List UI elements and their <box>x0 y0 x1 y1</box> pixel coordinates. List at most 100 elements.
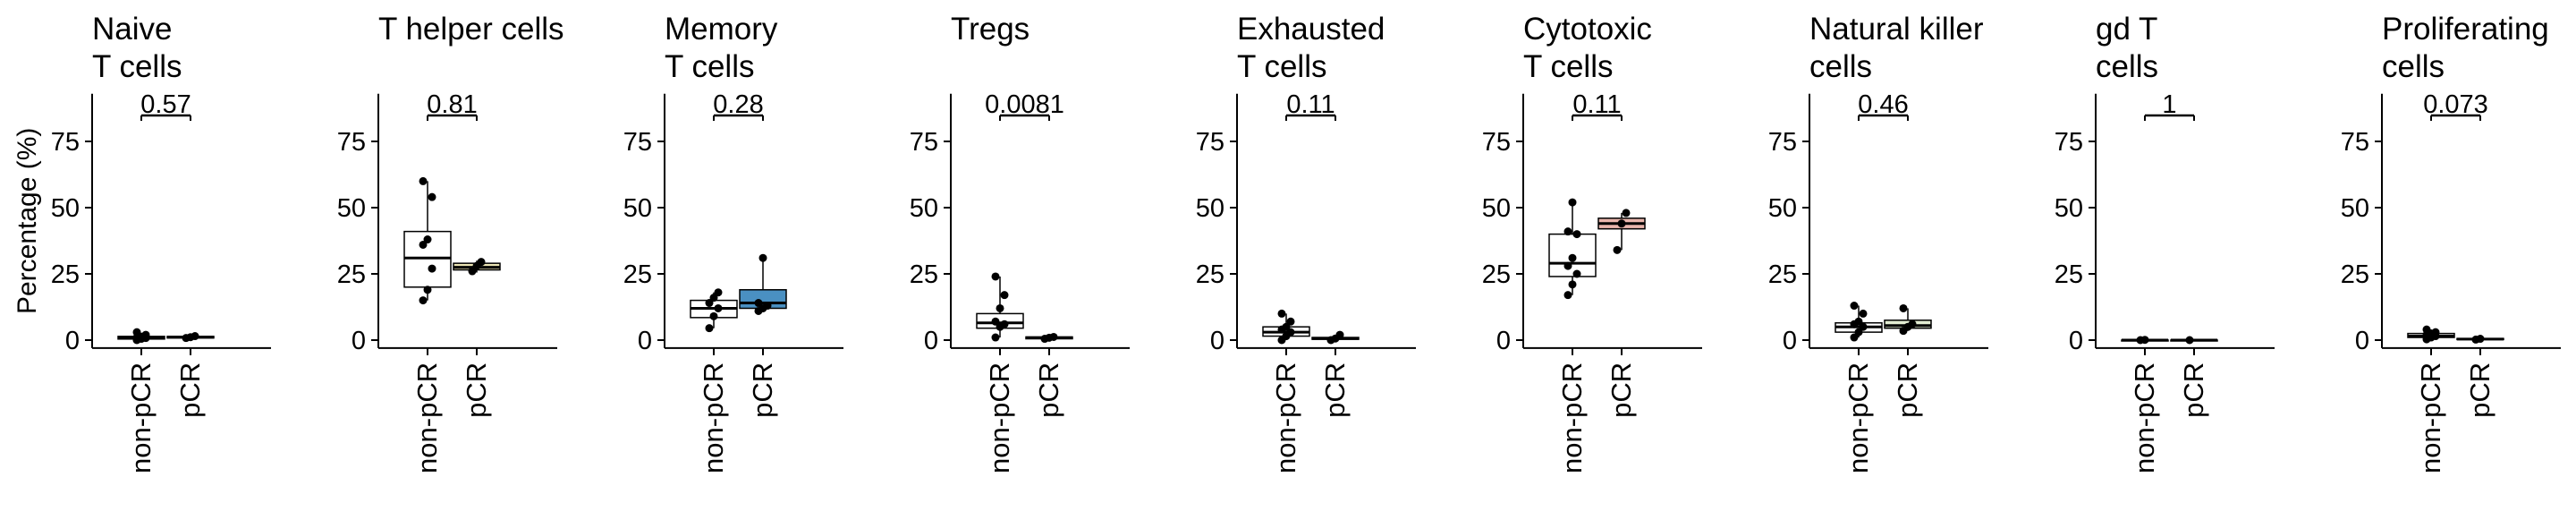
data-point <box>705 299 714 308</box>
y-tick-label: 50 <box>623 194 652 223</box>
pvalue-label: 0.073 <box>2423 90 2488 119</box>
y-tick-label: 75 <box>623 128 652 157</box>
y-tick-label: 75 <box>51 128 80 157</box>
data-point <box>1899 303 1908 312</box>
y-tick-label: 75 <box>910 128 938 157</box>
data-point <box>714 303 723 312</box>
y-tick-label: 75 <box>1768 128 1797 157</box>
data-point <box>2431 328 2440 337</box>
y-tick-label: 25 <box>1768 260 1797 289</box>
data-point <box>1572 230 1581 239</box>
panel-title: T cells <box>665 49 755 84</box>
pvalue-label: 1 <box>2162 90 2176 119</box>
y-tick-label: 25 <box>623 260 652 289</box>
y-tick-label: 50 <box>1196 194 1224 223</box>
panel-title: cells <box>2096 49 2158 84</box>
data-point <box>991 272 1000 281</box>
panel-title: Memory <box>665 12 778 47</box>
pvalue-label: 0.81 <box>427 90 477 119</box>
pvalue-label: 0.57 <box>140 90 191 119</box>
data-point <box>709 294 718 303</box>
data-point <box>1563 291 1572 300</box>
data-point <box>1854 317 1863 326</box>
pvalue-label: 0.46 <box>1858 90 1908 119</box>
y-tick-label: 75 <box>1196 128 1224 157</box>
data-point <box>428 192 436 201</box>
data-point <box>991 333 1000 342</box>
data-point <box>191 332 199 341</box>
y-tick-label: 0 <box>352 327 366 355</box>
panel-title: T cells <box>1523 49 1614 84</box>
y-tick-label: 50 <box>910 194 938 223</box>
data-point <box>141 330 150 339</box>
y-axis-label: Percentage (%) <box>13 128 42 314</box>
data-point <box>1049 332 1058 341</box>
data-point <box>1282 322 1291 331</box>
data-point <box>1850 333 1859 342</box>
panel-title: Cytotoxic <box>1523 12 1652 47</box>
y-tick-label: 50 <box>2341 194 2369 223</box>
x-tick-label: non-pCR <box>1843 362 1874 473</box>
data-point <box>991 317 1000 326</box>
panel-title: cells <box>2382 49 2445 84</box>
x-tick-label: pCR <box>1033 362 1064 418</box>
data-point <box>1335 330 1344 339</box>
data-point <box>1568 253 1577 262</box>
y-tick-label: 0 <box>2069 327 2083 355</box>
y-tick-label: 50 <box>337 194 366 223</box>
data-point <box>1277 309 1286 318</box>
data-point <box>132 328 141 337</box>
y-tick-label: 0 <box>924 327 938 355</box>
y-tick-label: 50 <box>51 194 80 223</box>
x-tick-label: pCR <box>1892 362 1923 418</box>
data-point <box>754 299 763 308</box>
y-tick-label: 50 <box>1768 194 1797 223</box>
data-point <box>1563 227 1572 236</box>
x-tick-label: pCR <box>2178 362 2209 418</box>
x-tick-label: non-pCR <box>1556 362 1588 473</box>
data-point <box>428 264 436 273</box>
y-tick-label: 0 <box>2355 327 2369 355</box>
panel-title: Exhausted <box>1237 12 1385 47</box>
pvalue-label: 0.0081 <box>985 90 1064 119</box>
x-tick-label: non-pCR <box>1270 362 1301 473</box>
y-tick-label: 0 <box>65 327 80 355</box>
y-tick-label: 75 <box>2341 128 2369 157</box>
panel-title: T cells <box>1237 49 1327 84</box>
data-point <box>1859 322 1868 331</box>
panel-title: cells <box>1809 49 1872 84</box>
data-point <box>1617 219 1626 228</box>
panel-2: T helper cells 0 25 50 75 0.81 non-pCR pCR <box>337 12 564 473</box>
data-point <box>468 267 477 276</box>
data-point <box>1563 261 1572 270</box>
data-point <box>1613 245 1622 254</box>
pvalue-label: 0.11 <box>1572 90 1621 119</box>
panel-4: Tregs 0 25 50 75 0.0081 non-pCR pCR <box>910 12 1130 473</box>
y-tick-label: 25 <box>1196 260 1224 289</box>
x-tick-label: pCR <box>174 362 206 418</box>
y-tick-label: 25 <box>2341 260 2369 289</box>
data-point <box>1000 320 1009 328</box>
x-tick-label: non-pCR <box>411 362 443 473</box>
data-point <box>423 286 432 294</box>
data-point <box>1908 320 1917 328</box>
x-tick-label: non-pCR <box>2415 362 2446 473</box>
y-tick-label: 0 <box>1210 327 1224 355</box>
y-tick-label: 50 <box>2055 194 2083 223</box>
panel-title: Natural killer <box>1809 12 1984 47</box>
y-tick-label: 0 <box>1783 327 1797 355</box>
data-point <box>1568 280 1577 289</box>
panel-title: gd T <box>2096 12 2157 47</box>
data-point <box>709 311 718 320</box>
x-tick-label: non-pCR <box>698 362 729 473</box>
y-tick-label: 50 <box>1482 194 1511 223</box>
y-tick-label: 25 <box>337 260 366 289</box>
data-point <box>1850 302 1859 311</box>
